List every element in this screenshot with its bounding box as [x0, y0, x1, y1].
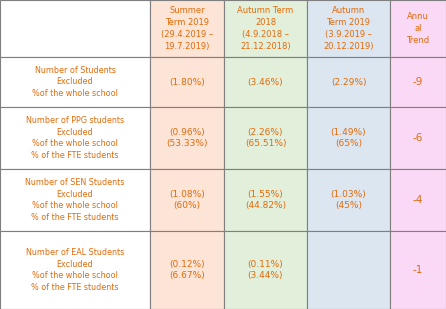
- Bar: [0, 169, 150, 231]
- Text: (1.55%)
(44.82%): (1.55%) (44.82%): [245, 190, 286, 210]
- Bar: [307, 57, 390, 107]
- Bar: [224, 169, 307, 231]
- Bar: [307, 0, 390, 57]
- Text: (2.26%)
(65.51%): (2.26%) (65.51%): [245, 128, 286, 148]
- Bar: [224, 57, 307, 107]
- Bar: [150, 0, 224, 57]
- Bar: [0, 231, 150, 309]
- Bar: [0, 107, 150, 169]
- Text: Autumn
Term 2019
(3.9.2019 –
20.12.2019): Autumn Term 2019 (3.9.2019 – 20.12.2019): [323, 6, 374, 51]
- Bar: [390, 107, 446, 169]
- Text: Number of PPG students
Excluded
%of the whole school
% of the FTE students: Number of PPG students Excluded %of the …: [26, 116, 124, 160]
- Text: -6: -6: [413, 133, 423, 143]
- Text: (3.46%): (3.46%): [248, 78, 283, 87]
- Text: Summer
Term 2019
(29.4.2019 –
19.7.2019): Summer Term 2019 (29.4.2019 – 19.7.2019): [161, 6, 213, 51]
- Text: Number of SEN Students
Excluded
%of the whole school
% of the FTE students: Number of SEN Students Excluded %of the …: [25, 178, 125, 222]
- Bar: [0, 0, 150, 57]
- Bar: [150, 57, 224, 107]
- Text: Number of Students
Excluded
%of the whole school: Number of Students Excluded %of the whol…: [32, 66, 118, 98]
- Bar: [150, 231, 224, 309]
- Bar: [0, 57, 150, 107]
- Bar: [224, 107, 307, 169]
- Bar: [150, 169, 224, 231]
- Text: -4: -4: [413, 195, 423, 205]
- Text: (1.03%)
(45%): (1.03%) (45%): [330, 190, 366, 210]
- Bar: [307, 231, 390, 309]
- Bar: [390, 169, 446, 231]
- Text: (2.29%): (2.29%): [331, 78, 366, 87]
- Text: (1.80%): (1.80%): [169, 78, 205, 87]
- Text: (0.11%)
(3.44%): (0.11%) (3.44%): [248, 260, 283, 280]
- Bar: [390, 231, 446, 309]
- Text: (1.49%)
(65%): (1.49%) (65%): [330, 128, 366, 148]
- Text: Autumn Term
2018
(4.9.2018 –
21.12.2018): Autumn Term 2018 (4.9.2018 – 21.12.2018): [237, 6, 293, 51]
- Text: (0.12%)
(6.67%): (0.12%) (6.67%): [169, 260, 205, 280]
- Text: (1.08%)
(60%): (1.08%) (60%): [169, 190, 205, 210]
- Bar: [390, 0, 446, 57]
- Bar: [224, 0, 307, 57]
- Text: Annu
al
Trend: Annu al Trend: [406, 12, 429, 45]
- Bar: [390, 57, 446, 107]
- Bar: [150, 107, 224, 169]
- Text: (0.96%)
(53.33%): (0.96%) (53.33%): [166, 128, 208, 148]
- Bar: [224, 231, 307, 309]
- Text: -1: -1: [413, 265, 423, 275]
- Text: -9: -9: [413, 77, 423, 87]
- Bar: [307, 107, 390, 169]
- Text: Number of EAL Students
Excluded
%of the whole school
% of the FTE students: Number of EAL Students Excluded %of the …: [26, 248, 124, 292]
- Bar: [307, 169, 390, 231]
